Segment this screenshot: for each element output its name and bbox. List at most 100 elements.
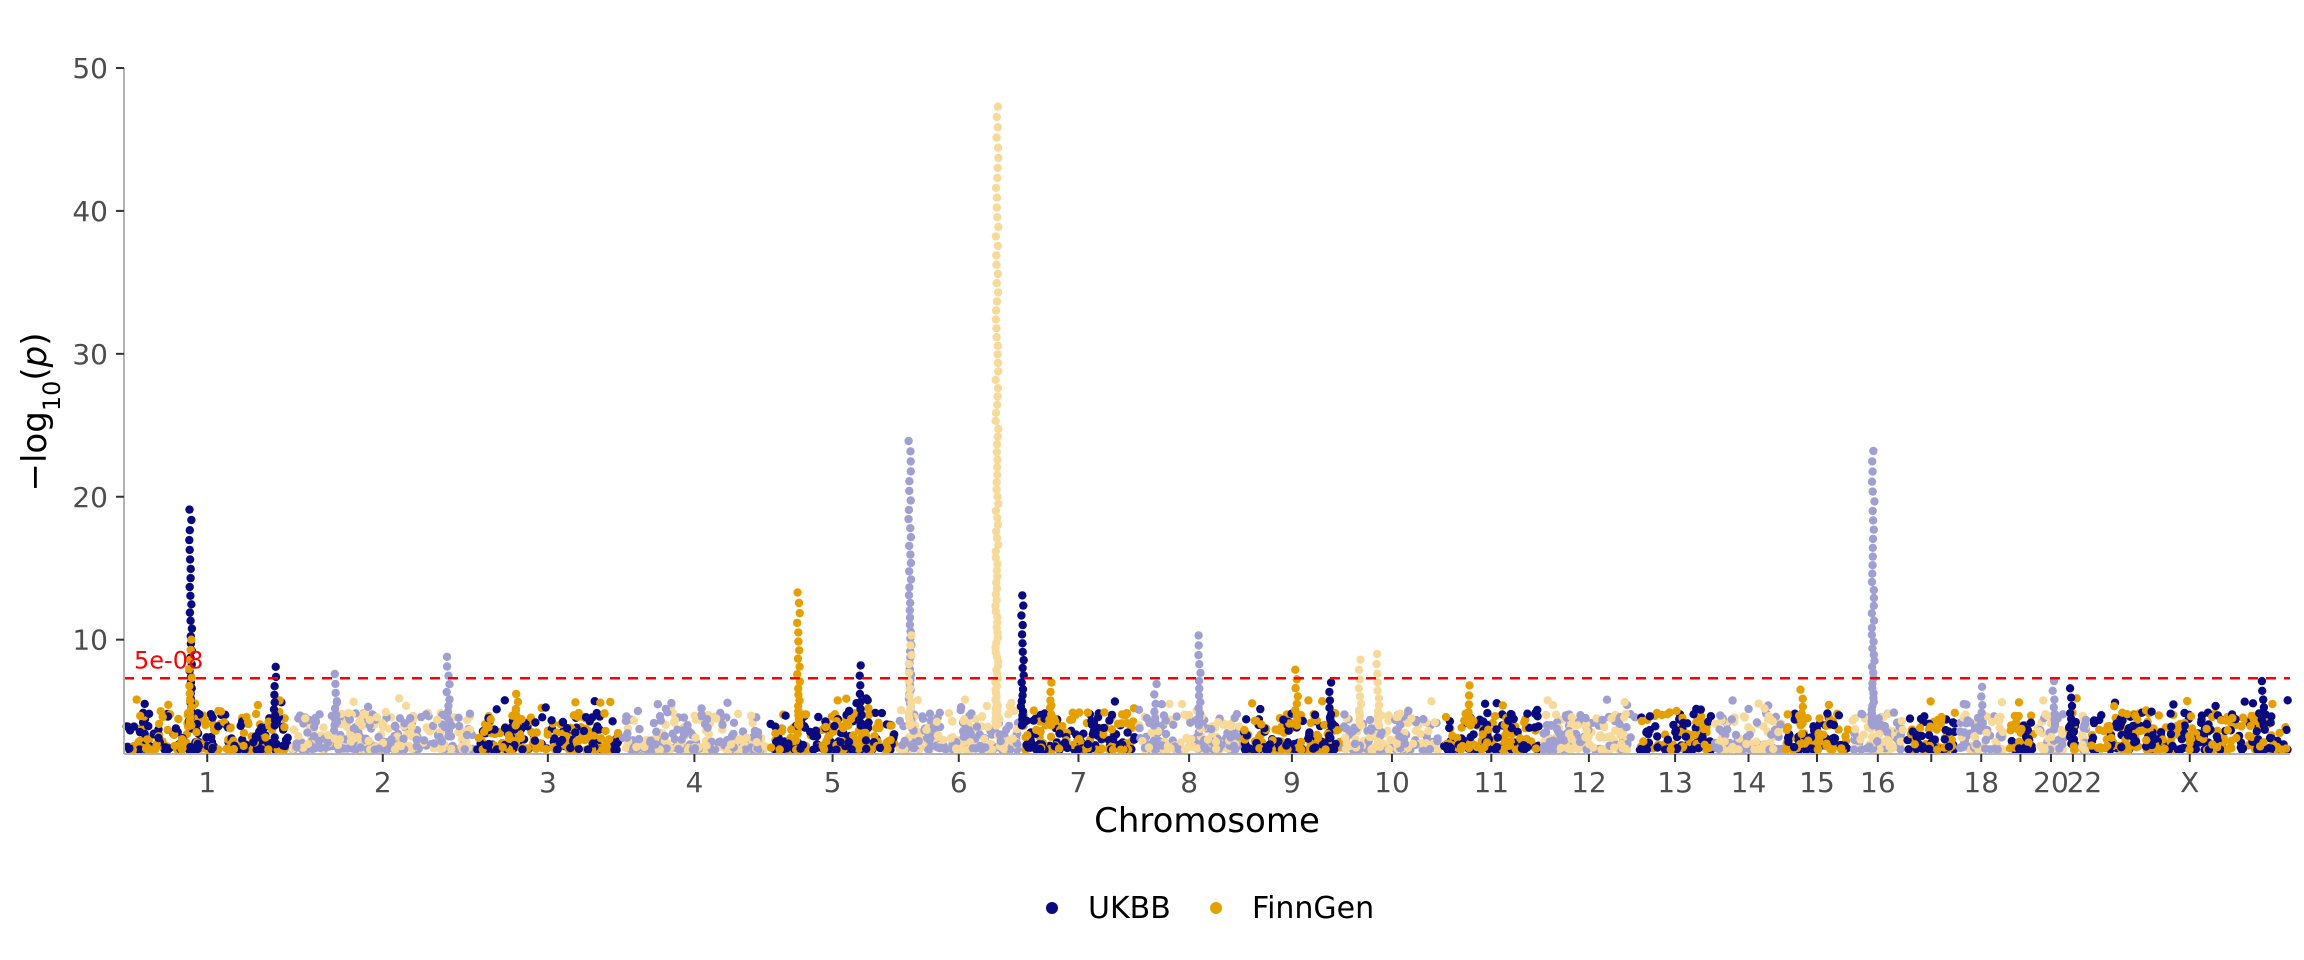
point-chr5	[832, 745, 841, 754]
point-chr6	[981, 743, 990, 752]
point-chr10	[1392, 739, 1401, 748]
point-chr7	[1018, 663, 1027, 673]
point-chr19	[2024, 738, 2033, 747]
point-chr6	[905, 541, 914, 551]
point-chr11	[1523, 709, 1532, 718]
point-chr6	[906, 575, 916, 584]
point-chr19	[2014, 744, 2024, 753]
point-chr4	[733, 709, 743, 718]
point-chr6	[993, 470, 1002, 479]
point-chr12	[1555, 729, 1564, 738]
point-chr11	[1531, 744, 1541, 753]
point-chr6	[992, 260, 1001, 269]
point-chr6	[992, 203, 1001, 212]
y-axis-ticks: 10 20 30 40 50	[72, 52, 124, 657]
point-chr15	[1843, 725, 1853, 734]
point-chr13	[1694, 718, 1703, 727]
point-chr2	[465, 709, 475, 718]
point-chr9	[1250, 716, 1259, 725]
point-chr6	[906, 641, 915, 650]
point-chr1	[185, 608, 195, 617]
point-chr6	[1007, 698, 1016, 708]
point-chr5	[847, 745, 856, 754]
point-chr7	[1029, 716, 1038, 725]
point-chr3	[505, 734, 514, 743]
y-tick-label: 10	[72, 624, 108, 657]
legend-label-finngen: FinnGen	[1252, 891, 1374, 926]
point-chrX	[2135, 726, 2144, 736]
y-axis-title-close: )	[15, 333, 55, 346]
point-chr6	[991, 408, 1001, 417]
point-chr11	[1520, 718, 1529, 727]
point-chr8	[1211, 744, 1221, 753]
point-chr6	[959, 716, 968, 726]
point-chr17	[1908, 727, 1917, 736]
point-chr21	[2067, 693, 2076, 702]
point-chr6	[992, 478, 1001, 487]
point-chr6	[992, 440, 1002, 449]
point-chr2	[445, 680, 454, 689]
point-chr16	[1896, 737, 1905, 746]
point-chr4	[677, 735, 686, 744]
point-chr8	[1151, 742, 1161, 752]
point-chrX	[2266, 744, 2276, 753]
point-chrX	[2147, 707, 2156, 716]
point-chr2	[356, 717, 365, 726]
point-chrX	[2249, 715, 2258, 724]
point-chr16	[1868, 457, 1877, 466]
point-chr15	[1834, 711, 1844, 720]
point-chrX	[2265, 733, 2275, 743]
point-chr11	[1480, 699, 1490, 708]
point-chr10	[1373, 669, 1382, 678]
point-chrX	[2088, 733, 2098, 742]
point-chr9	[1325, 703, 1334, 713]
point-chr14	[1731, 730, 1741, 740]
point-chr16	[1865, 742, 1874, 751]
point-chr6	[992, 279, 1001, 288]
point-chr6	[960, 695, 970, 704]
point-chr3	[486, 715, 495, 724]
point-chr16	[1897, 716, 1907, 726]
point-chr5	[871, 708, 880, 718]
point-chr12	[1607, 714, 1616, 723]
x-tick-label-chr8: 8	[1180, 766, 1198, 799]
point-chr7	[1099, 723, 1109, 733]
point-chr7	[1093, 713, 1103, 722]
point-chr6	[993, 432, 1002, 441]
point-chr6	[993, 163, 1002, 173]
point-chr6	[995, 730, 1005, 739]
point-chr16	[1869, 593, 1879, 603]
point-chr16	[1849, 745, 1859, 754]
point-chr3	[500, 696, 509, 705]
point-chr2	[444, 701, 453, 711]
point-chr3	[562, 724, 572, 733]
point-chr2	[428, 721, 438, 731]
x-tick-label-chr4: 4	[685, 766, 703, 799]
point-chr6	[993, 513, 1002, 522]
point-chr6	[993, 400, 1002, 409]
point-chr1	[186, 616, 195, 625]
point-chr17	[1932, 725, 1942, 734]
point-chr15	[1823, 709, 1832, 718]
point-chr3	[571, 728, 580, 737]
point-chrX	[2268, 699, 2277, 709]
point-chr5	[861, 736, 871, 745]
point-chr9	[1240, 725, 1249, 735]
point-chr5	[855, 671, 864, 680]
point-chr6	[925, 709, 935, 718]
x-tick-label-chr11: 11	[1473, 766, 1509, 799]
point-chr20	[2039, 696, 2048, 705]
point-chr7	[1122, 708, 1132, 718]
point-chr6	[959, 732, 968, 741]
point-chr6	[1010, 706, 1019, 715]
point-chr9	[1291, 683, 1300, 693]
point-chr7	[1047, 710, 1056, 719]
point-chr10	[1372, 649, 1382, 659]
point-chr5	[856, 704, 865, 714]
point-chrX	[2167, 722, 2176, 731]
point-chr16	[1869, 601, 1879, 610]
point-chr2	[399, 734, 408, 744]
point-chr18	[1993, 745, 2002, 754]
point-chr5	[775, 745, 784, 754]
point-chr4	[747, 711, 756, 720]
